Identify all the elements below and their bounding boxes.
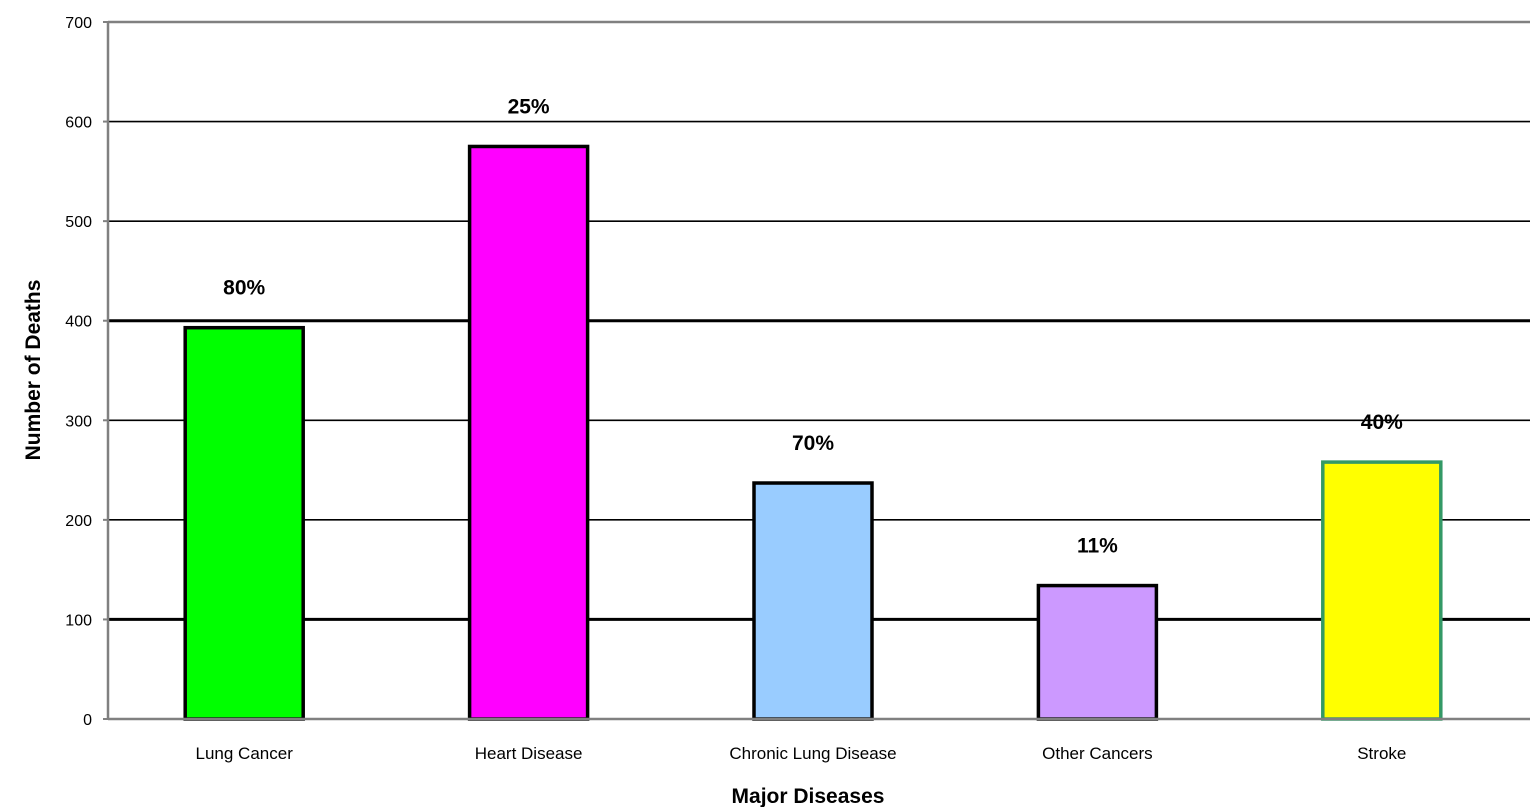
x-tick-label: Heart Disease (475, 744, 583, 763)
x-axis-title: Major Diseases (732, 785, 885, 807)
y-tick-label: 500 (65, 214, 92, 231)
y-tick-label: 400 (65, 314, 92, 331)
data-labels: 80% 25% 70% 11% 40% (223, 95, 1403, 557)
axes (106, 20, 1530, 721)
y-tick-label: 300 (65, 413, 92, 430)
data-label: 70% (792, 432, 834, 455)
y-tick-label: 600 (65, 115, 92, 132)
data-label: 11% (1077, 535, 1118, 558)
bar (1321, 460, 1443, 721)
y-tick-label: 200 (65, 513, 92, 530)
y-tick-label: 100 (65, 612, 92, 629)
bar (183, 325, 305, 721)
y-axis-title: Number of Deaths (22, 280, 45, 461)
x-tick-label: Chronic Lung Disease (729, 744, 896, 763)
data-label: 80% (223, 277, 265, 300)
bar (467, 144, 590, 721)
y-tick-labels: 0 100 200 300 400 500 600 700 (65, 15, 108, 729)
x-tick-label: Lung Cancer (196, 744, 294, 763)
bar (1036, 583, 1159, 721)
x-tick-label: Stroke (1357, 744, 1406, 763)
data-label: 40% (1361, 411, 1403, 434)
y-tick-label: 700 (65, 15, 92, 32)
y-tick-label: 0 (83, 712, 92, 729)
bar (752, 481, 874, 721)
data-label: 25% (508, 95, 550, 118)
x-category-labels: Lung Cancer Heart Disease Chronic Lung Dis… (196, 744, 1407, 763)
x-tick-label: Other Cancers (1042, 744, 1153, 763)
